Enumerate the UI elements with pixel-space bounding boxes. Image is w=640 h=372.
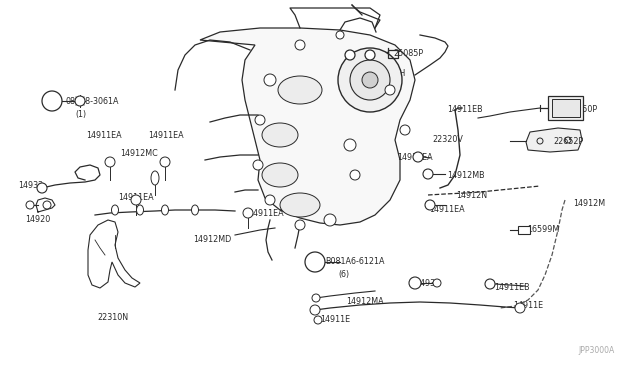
Text: (6): (6) [338, 270, 349, 279]
Circle shape [131, 195, 141, 205]
Ellipse shape [262, 163, 298, 187]
Circle shape [314, 316, 322, 324]
Circle shape [265, 195, 275, 205]
Circle shape [324, 214, 336, 226]
Circle shape [515, 303, 525, 313]
Circle shape [350, 170, 360, 180]
Circle shape [409, 277, 421, 289]
Text: 14911EA: 14911EA [118, 193, 154, 202]
Bar [552, 99, 580, 117]
Text: 14911EB: 14911EB [494, 282, 530, 292]
Text: 14912MA: 14912MA [346, 298, 383, 307]
Ellipse shape [191, 205, 198, 215]
Circle shape [338, 48, 402, 112]
Text: 14911EA: 14911EA [397, 153, 433, 161]
Circle shape [350, 60, 390, 100]
Text: 14911E: 14911E [320, 314, 350, 324]
Text: 14939: 14939 [415, 279, 440, 288]
Text: 22652P: 22652P [553, 137, 583, 145]
Text: 22310N: 22310N [97, 314, 128, 323]
Ellipse shape [151, 171, 159, 185]
Circle shape [75, 96, 85, 106]
Circle shape [105, 157, 115, 167]
Text: 25085P: 25085P [393, 49, 423, 58]
Circle shape [423, 169, 433, 179]
Text: 08918-3061A: 08918-3061A [65, 96, 118, 106]
Circle shape [253, 160, 263, 170]
Text: 14912MC: 14912MC [120, 148, 157, 157]
Circle shape [310, 305, 320, 315]
Text: 14920: 14920 [25, 215, 51, 224]
Circle shape [160, 157, 170, 167]
Circle shape [295, 40, 305, 50]
Circle shape [312, 294, 320, 302]
Text: 22650P: 22650P [567, 106, 597, 115]
Ellipse shape [111, 205, 118, 215]
Text: N: N [49, 96, 56, 106]
Circle shape [425, 200, 435, 210]
Text: 22320V: 22320V [432, 135, 463, 144]
Bar [518, 226, 530, 234]
Circle shape [295, 220, 305, 230]
Circle shape [243, 208, 253, 218]
Text: JPP3000A: JPP3000A [579, 346, 615, 355]
Text: (1): (1) [75, 110, 86, 119]
Text: 16599M: 16599M [527, 225, 559, 234]
Text: 14932: 14932 [18, 182, 44, 190]
Text: 14911EB: 14911EB [447, 105, 483, 113]
Circle shape [42, 91, 62, 111]
Ellipse shape [278, 76, 322, 104]
Text: 14911EA: 14911EA [248, 208, 284, 218]
Circle shape [400, 125, 410, 135]
Text: B081A6-6121A: B081A6-6121A [325, 257, 385, 266]
Circle shape [37, 183, 47, 193]
Circle shape [305, 252, 325, 272]
Text: 22320H: 22320H [374, 68, 405, 77]
Ellipse shape [136, 205, 143, 215]
Text: 14911EA: 14911EA [429, 205, 465, 215]
Circle shape [26, 201, 34, 209]
Circle shape [485, 279, 495, 289]
Text: B: B [312, 257, 317, 266]
Text: 14911E: 14911E [513, 301, 543, 310]
Text: 14912M: 14912M [573, 199, 605, 208]
Ellipse shape [280, 193, 320, 217]
Circle shape [385, 85, 395, 95]
Ellipse shape [262, 123, 298, 147]
Circle shape [43, 201, 51, 209]
Text: 14912N: 14912N [456, 192, 487, 201]
Polygon shape [200, 28, 415, 225]
Text: 14911EA: 14911EA [86, 131, 122, 140]
Text: 14912MD: 14912MD [193, 235, 231, 244]
Circle shape [433, 279, 441, 287]
Bar [548, 96, 583, 120]
Text: N: N [49, 96, 56, 106]
Circle shape [255, 115, 265, 125]
Polygon shape [526, 128, 582, 152]
Circle shape [413, 152, 423, 162]
Circle shape [336, 31, 344, 39]
Text: 14911EA: 14911EA [148, 131, 184, 140]
Text: 14912MB: 14912MB [447, 171, 484, 180]
Circle shape [264, 74, 276, 86]
Bar [388, 50, 398, 58]
Circle shape [365, 50, 375, 60]
Circle shape [344, 139, 356, 151]
Ellipse shape [161, 205, 168, 215]
Circle shape [362, 72, 378, 88]
Circle shape [345, 50, 355, 60]
